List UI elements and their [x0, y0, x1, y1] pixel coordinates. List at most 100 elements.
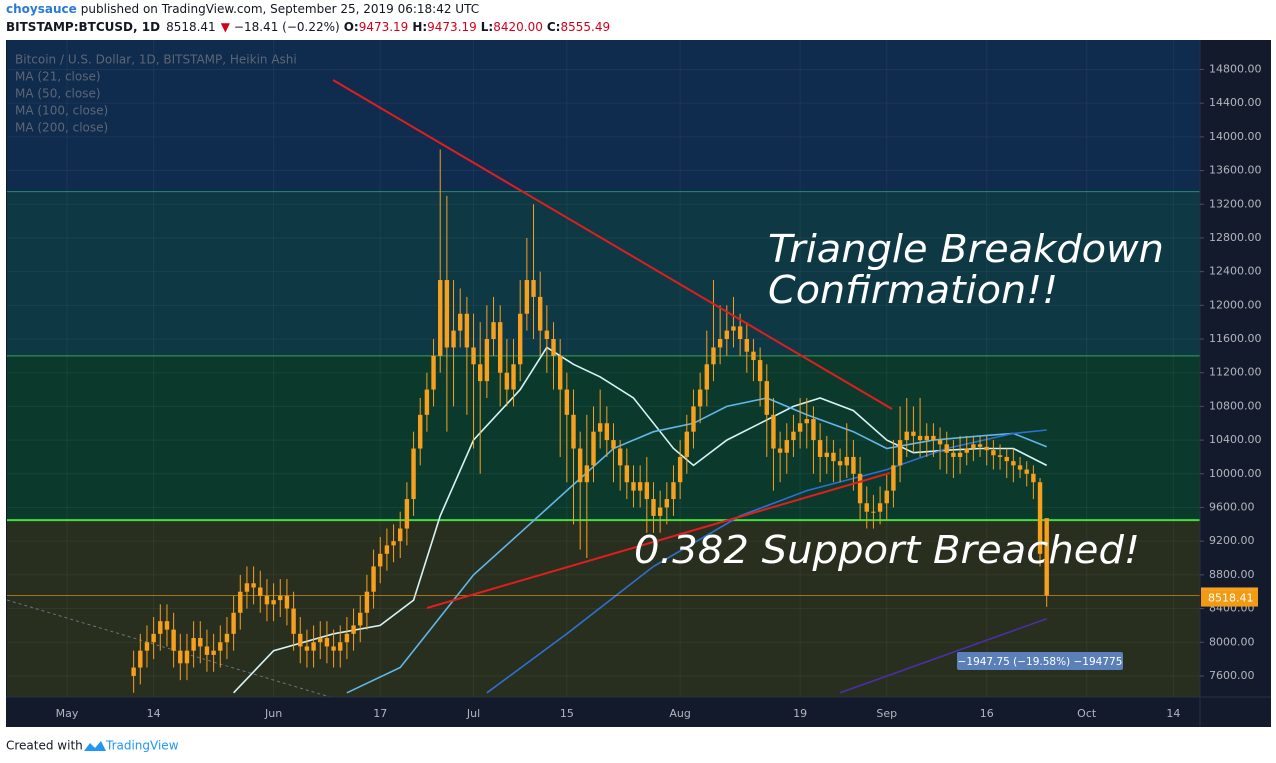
candle-body	[458, 313, 463, 331]
candle-body	[1011, 461, 1016, 466]
candle-body	[577, 448, 583, 483]
x-tick-label: Aug	[669, 707, 690, 720]
candle-body	[291, 608, 296, 634]
ohlc-label: O:	[344, 20, 359, 34]
candle-body	[631, 482, 636, 491]
y-tick-label: 8000.00	[1209, 635, 1255, 648]
x-tick-label: Oct	[1077, 707, 1097, 720]
plot	[7, 149, 1200, 697]
annotation: Confirmation!!	[768, 268, 1058, 312]
candle-body	[891, 465, 896, 491]
y-tick-label: 10000.00	[1209, 467, 1262, 480]
candle-body	[444, 280, 450, 348]
candle-body	[191, 638, 196, 651]
ohlc-value: 8555.49	[560, 20, 610, 34]
candle-body	[364, 591, 370, 613]
candle-body	[198, 638, 203, 647]
moving-average	[486, 429, 1047, 694]
candle-body	[551, 339, 556, 356]
y-tick-label: 9600.00	[1209, 500, 1255, 513]
zone-band	[7, 355, 1200, 521]
candle-body	[664, 499, 670, 508]
brand: TradingView	[105, 739, 179, 753]
candle-body	[897, 440, 903, 466]
candle-body	[717, 339, 723, 348]
candle-body	[504, 372, 510, 390]
legend-entry: MA (100, close)	[15, 104, 108, 118]
y-tick-label: 11600.00	[1209, 332, 1262, 345]
y-tick-label: 10400.00	[1209, 433, 1262, 446]
candle-body	[244, 583, 250, 592]
candle-body	[731, 326, 736, 331]
candle-body	[438, 280, 443, 356]
last-price: 8518.41	[166, 20, 216, 34]
candle-body	[231, 612, 236, 634]
candle-body	[1024, 469, 1029, 474]
candle-body	[211, 650, 216, 655]
candle-body	[584, 465, 590, 483]
moving-average	[839, 617, 1047, 694]
candle-body	[138, 650, 143, 668]
candle-body	[977, 444, 983, 447]
candle-body	[964, 448, 969, 453]
candle-body	[338, 642, 343, 651]
candle-body	[657, 507, 663, 516]
candle-body	[984, 446, 989, 451]
published: published on TradingView.com, September …	[81, 2, 479, 16]
candle-body	[824, 452, 829, 457]
y-tick-label: 13600.00	[1209, 164, 1262, 177]
candle-body	[478, 364, 483, 382]
candle-body	[224, 633, 230, 643]
candle-body	[171, 629, 176, 651]
candle-body	[877, 503, 883, 512]
candle-body	[671, 482, 676, 500]
candle-body	[797, 423, 803, 432]
candle-body	[791, 431, 796, 441]
candle-body	[418, 414, 423, 449]
price-marker-label: 8518.41	[1208, 592, 1254, 605]
x-tick-label: 17	[373, 707, 387, 720]
y-tick-label: 12800.00	[1209, 231, 1262, 244]
candle-body	[724, 330, 729, 340]
candle-body	[204, 646, 210, 655]
candle-body	[497, 322, 503, 373]
x-tick-label: 15	[560, 707, 574, 720]
candle-body	[697, 389, 703, 407]
y-tick-label: 10800.00	[1209, 399, 1262, 412]
candle-body	[151, 633, 156, 643]
candle-body	[158, 621, 163, 634]
candle-body	[264, 595, 270, 605]
legend-entry: MA (50, close)	[15, 87, 101, 101]
candle-body	[491, 322, 496, 340]
legend-entry: MA (200, close)	[15, 121, 108, 135]
ticker-line: BITSTAMP:BTCUSD, 1D 8518.41 ▼ −18.41 (−0.22…	[6, 20, 610, 34]
y-tick-label: 13200.00	[1209, 197, 1262, 210]
candle-body	[471, 347, 476, 365]
ohlc-value: 8420.00	[493, 20, 543, 34]
candle-body	[804, 419, 809, 424]
candle-body	[831, 452, 836, 462]
axes: 7600.008000.008400.008800.009200.009600.…	[6, 40, 1271, 727]
brand-logo	[84, 741, 106, 751]
candle-body	[164, 621, 170, 630]
candle-body	[924, 435, 929, 441]
candle-body	[931, 435, 936, 441]
candle-body	[564, 389, 570, 415]
candle-body	[864, 503, 869, 512]
candle-body	[677, 456, 683, 483]
candle-body	[464, 313, 470, 348]
header: choysauce published on TradingView.com, S…	[6, 2, 610, 34]
y-tick-label: 14800.00	[1209, 62, 1262, 75]
x-tick-label: Jun	[264, 707, 282, 720]
y-tick-label: 8800.00	[1209, 568, 1255, 581]
y-tick-label: 14000.00	[1209, 130, 1262, 143]
candle-body	[991, 450, 996, 456]
candle-body	[764, 381, 769, 415]
y-tick-label: 12400.00	[1209, 265, 1262, 278]
candle-body	[844, 456, 849, 466]
candle-body	[744, 339, 749, 352]
candle-body	[817, 440, 823, 457]
footer: Created with TradingView	[6, 739, 179, 753]
candle-body	[951, 452, 956, 457]
candle-body	[311, 642, 316, 651]
